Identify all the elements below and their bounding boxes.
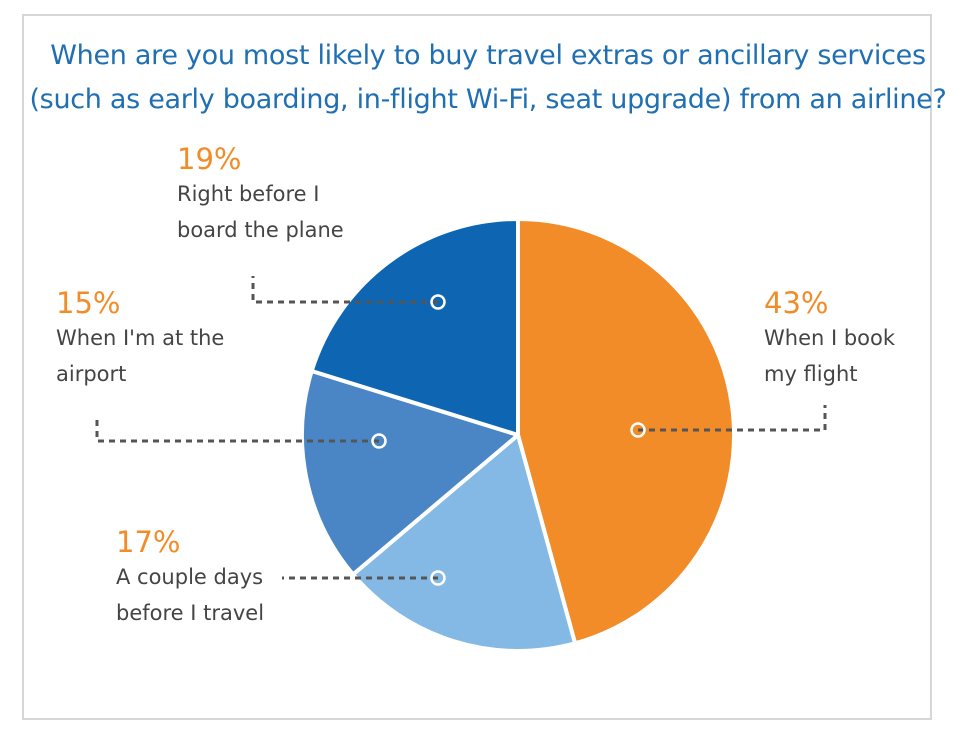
leader-marker-2	[371, 433, 387, 449]
slice-label-0: 43% When I book my flight	[764, 286, 895, 392]
slice-value-label-1: 17%	[116, 525, 181, 559]
slice-label-2: 15% When I'm at the airport	[56, 286, 224, 392]
leader-line-2	[95, 417, 379, 443]
chart-title-line-1: When are you most likely to buy travel e…	[50, 40, 926, 71]
slice-label-3: 19% Right before I board the plane	[177, 142, 344, 248]
slice-text-2-line-1: When I'm at the	[56, 326, 225, 350]
pie-slice-0	[516, 217, 737, 646]
slice-text-0-line-1: When I book	[764, 326, 896, 350]
leader-marker-3	[430, 294, 446, 310]
slice-text-1-line-2: before I travel	[116, 601, 265, 625]
slice-value-label-3: 19%	[177, 142, 242, 176]
slice-text-2-line-2: airport	[56, 362, 127, 386]
leader-line-0	[638, 405, 827, 432]
chart-title: When are you most likely to buy travel e…	[0, 34, 976, 122]
pie-slice-3	[309, 217, 520, 437]
slice-label-1: 17% A couple days before I travel	[116, 525, 264, 631]
leader-line-3	[251, 276, 438, 304]
slice-text-3-line-2: board the plane	[177, 218, 344, 242]
chart-frame	[22, 14, 932, 720]
chart-title-line-2: (such as early boarding, in-flight Wi-Fi…	[29, 84, 947, 115]
slice-text-0-line-2: my flight	[764, 362, 858, 386]
leader-marker-1	[430, 570, 446, 586]
slice-value-label-0: 43%	[764, 286, 829, 320]
slice-text-1-line-1: A couple days	[116, 565, 264, 589]
slice-value-label-2: 15%	[56, 286, 121, 320]
pie-slice-2	[300, 369, 520, 577]
slice-text-3-line-1: Right before I	[177, 182, 320, 206]
pie-slice-1	[351, 433, 578, 654]
leader-marker-0	[630, 422, 646, 438]
